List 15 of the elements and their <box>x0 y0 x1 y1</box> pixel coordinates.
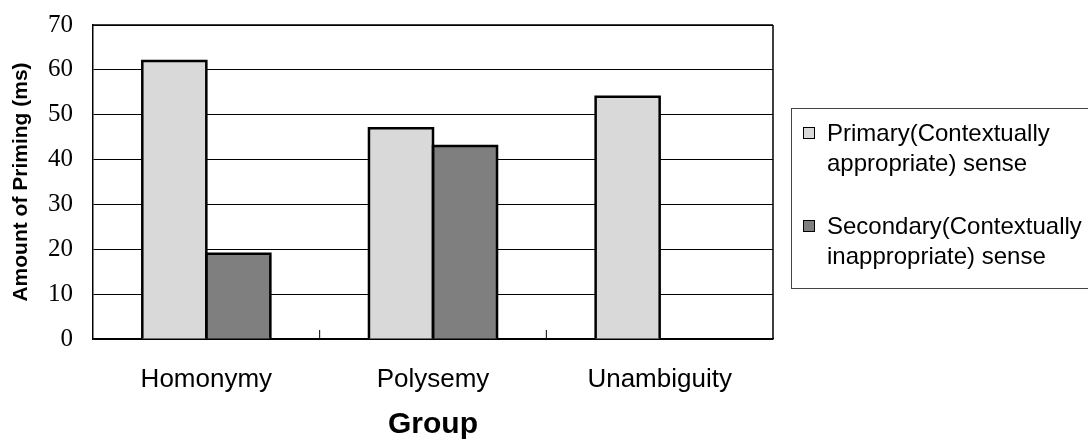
y-tick-label: 0 <box>60 323 73 351</box>
y-tick-label: 40 <box>48 144 73 172</box>
y-axis-title: Amount of Priming (ms) <box>8 62 32 302</box>
y-tick-label: 30 <box>48 188 73 216</box>
x-tick-label: Homonymy <box>140 362 273 393</box>
y-tick-label: 60 <box>48 54 73 82</box>
y-tick-label: 70 <box>48 9 73 37</box>
x-axis-title: Group <box>388 406 478 440</box>
x-tick-label: Polysemy <box>376 362 490 393</box>
x-tick-label: Unambiguity <box>587 362 732 393</box>
y-tick-label: 10 <box>48 278 73 306</box>
y-tick-label: 20 <box>48 233 73 261</box>
legend-label: Secondary(Contextually inappropriate) sense <box>827 211 1083 271</box>
y-tick-label: 50 <box>48 99 73 127</box>
legend-label: Primary(Contextually appropriate) sense <box>827 118 1051 178</box>
